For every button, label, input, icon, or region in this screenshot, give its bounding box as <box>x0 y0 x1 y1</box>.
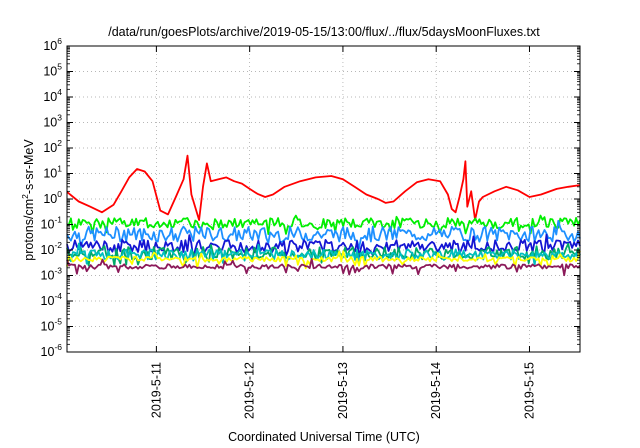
x-tick-label: 2019-5-13 <box>336 362 350 419</box>
y-tick-label: 105 <box>43 62 62 79</box>
x-tick-label: 2019-5-11 <box>149 362 163 418</box>
x-tick-label: 2019-5-14 <box>429 362 443 419</box>
series-line-3 <box>66 219 581 250</box>
data-series <box>66 154 581 277</box>
y-tick-label: 10-4 <box>41 291 63 308</box>
y-tick-label: 10-1 <box>41 215 63 232</box>
y-tick-label: 10-5 <box>41 317 63 334</box>
x-axis-label: Coordinated Universal Time (UTC) <box>228 430 420 444</box>
series-line-6 <box>66 242 581 267</box>
axes: 10-6 10-5 10-4 10-3 10-2 10-1 100 101 102 103 104 1… <box>41 36 581 419</box>
y-tick-label: 104 <box>43 87 62 104</box>
y-tick-label: 101 <box>43 164 62 181</box>
chart-title: /data/run/goesPlots/archive/2019-05-15/1… <box>108 25 540 39</box>
x-tick-label: 2019-5-15 <box>522 362 536 419</box>
y-tick-label: 100 <box>43 189 62 206</box>
plot-frame <box>66 45 581 353</box>
series-line-2 <box>66 214 581 235</box>
y-tick-label: 102 <box>43 138 62 155</box>
series-line-1 <box>66 154 581 221</box>
x-tick-label: 2019-5-12 <box>243 362 257 419</box>
grid <box>67 46 580 352</box>
y-tick-label: 10-2 <box>41 240 63 257</box>
y-tick-label: 10-3 <box>41 266 63 283</box>
y-axis-label: protons/cm2-s-sr-MeV <box>20 139 36 261</box>
y-tick-label: 10-6 <box>41 342 63 359</box>
y-tick-label: 106 <box>43 36 62 53</box>
y-tick-label: 103 <box>43 113 62 130</box>
series-line-8 <box>66 258 581 277</box>
series-line-7 <box>66 250 581 270</box>
